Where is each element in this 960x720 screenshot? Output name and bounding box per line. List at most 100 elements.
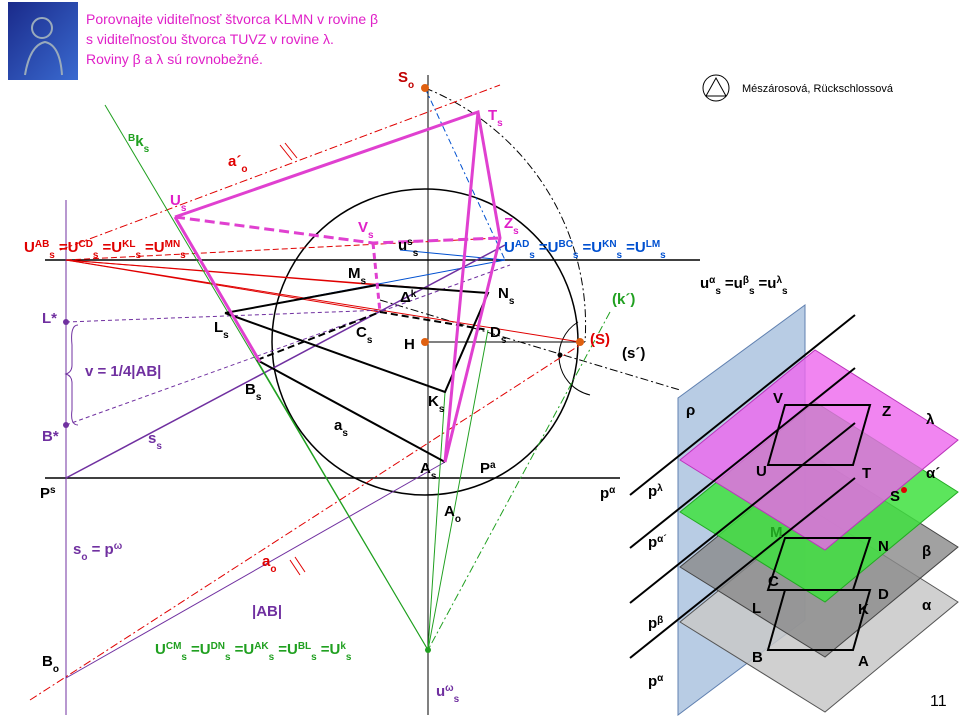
label-part: U — [111, 239, 122, 256]
label-part: o — [241, 164, 247, 175]
label: Ao — [444, 503, 461, 525]
label: (s´) — [622, 345, 645, 362]
label: C — [768, 573, 779, 590]
label-part: s — [529, 250, 535, 261]
label-part: D — [878, 586, 889, 603]
point — [63, 422, 69, 428]
label-part: α — [657, 673, 664, 684]
label-part: = — [235, 641, 244, 658]
label-part: o — [408, 80, 414, 91]
label: α´ — [926, 465, 940, 482]
label: Δk — [400, 289, 417, 307]
label: U — [756, 463, 767, 480]
line — [65, 461, 446, 679]
label-part: CD — [78, 239, 92, 250]
label: uss — [398, 237, 419, 259]
label-part: s — [431, 471, 437, 482]
label-part: B — [128, 133, 135, 144]
label-part: U — [330, 641, 341, 658]
tick — [294, 556, 306, 573]
label-part: s — [346, 652, 352, 663]
label: B — [752, 649, 763, 666]
label-part: P — [480, 460, 490, 477]
line — [379, 299, 681, 391]
label-part: A — [858, 653, 869, 670]
label-part: s — [439, 404, 445, 415]
line-p — [629, 314, 856, 496]
label-part: B — [752, 649, 763, 666]
label-part: s — [135, 250, 141, 261]
logo-figure — [24, 40, 63, 76]
point — [901, 487, 907, 493]
label-part: u — [700, 275, 709, 292]
label-part: (s´) — [622, 345, 645, 362]
label-part: M — [770, 524, 783, 541]
label: so = pω — [73, 541, 123, 563]
square-tuvz — [174, 110, 502, 463]
label: Ns — [498, 285, 515, 307]
line — [65, 259, 581, 343]
label: L — [752, 600, 761, 617]
label-part: KL — [122, 239, 135, 250]
line-p — [629, 422, 856, 604]
label-part: s — [361, 276, 367, 287]
plane-lambda — [679, 349, 959, 551]
label-part: BC — [558, 239, 572, 250]
label-part: s — [660, 250, 666, 261]
construction — [29, 75, 700, 715]
label-part: = — [539, 239, 548, 256]
label: Ts — [488, 107, 503, 129]
label-part: = — [321, 641, 330, 658]
label-part: = — [759, 275, 768, 292]
label: uωs — [436, 683, 460, 705]
line — [65, 244, 506, 479]
label-part: AK — [254, 641, 269, 652]
label-part: AD — [515, 239, 529, 250]
label: T — [862, 465, 871, 482]
label: pβ — [648, 615, 663, 633]
label-part: β — [657, 615, 663, 626]
label-part: p — [648, 534, 657, 551]
label-part: α — [709, 275, 716, 286]
point — [421, 338, 429, 346]
label-part: β — [922, 543, 931, 560]
logo-figure — [31, 17, 53, 39]
label: Z — [882, 403, 891, 420]
label: a´o — [228, 153, 247, 175]
label-part: s — [782, 286, 788, 297]
label-part: B — [42, 653, 53, 670]
label-part: ρ — [686, 402, 695, 419]
label-part: α´ — [657, 534, 666, 545]
square — [766, 589, 872, 651]
label-part: s — [454, 694, 460, 705]
label-part: a — [334, 417, 343, 434]
label: |AB| — [252, 603, 282, 620]
label: Ps — [40, 485, 56, 503]
line — [65, 264, 511, 426]
label-part: s — [225, 652, 231, 663]
label-part: A — [420, 460, 431, 477]
label-part: p — [600, 485, 609, 502]
label-part: T — [488, 107, 497, 124]
label-part: s — [181, 652, 187, 663]
line — [427, 329, 489, 651]
label: M — [770, 524, 783, 541]
label-part: LM — [646, 239, 660, 250]
label-part: H — [404, 336, 415, 353]
label: α — [922, 597, 932, 614]
label-part: U — [200, 641, 211, 658]
label-part: s — [73, 541, 81, 558]
label-part: s — [50, 485, 56, 496]
label-part: s — [311, 652, 317, 663]
label: K — [858, 601, 869, 618]
label-part: u — [436, 683, 445, 700]
authors: Mészárosová, Rückschlossová — [742, 83, 894, 95]
label-part: o — [81, 552, 87, 563]
label: H — [404, 336, 415, 353]
label-part: P — [40, 485, 50, 502]
brace — [64, 324, 79, 426]
label-part: S — [398, 69, 408, 86]
label-part: A — [444, 503, 455, 520]
label-part: s — [181, 203, 187, 214]
